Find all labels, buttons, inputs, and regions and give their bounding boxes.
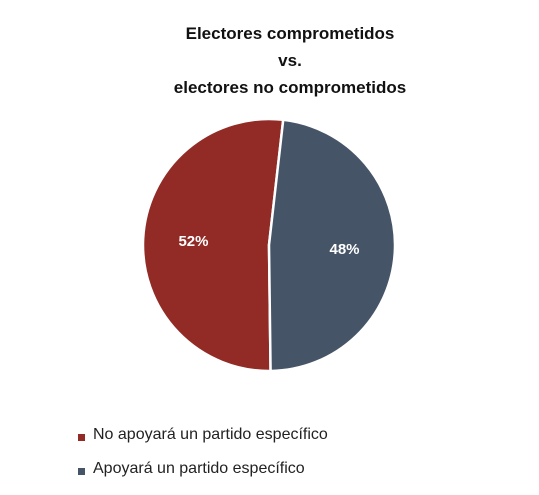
legend-swatch-no-apoyara — [78, 434, 85, 441]
chart-legend: No apoyará un partido específico Apoyará… — [78, 418, 328, 486]
legend-item-apoyara: Apoyará un partido específico — [78, 452, 328, 486]
legend-swatch-apoyara — [78, 468, 85, 475]
legend-label-apoyara: Apoyará un partido específico — [93, 460, 305, 477]
legend-item-no-apoyara: No apoyará un partido específico — [78, 418, 328, 452]
pie-slice-0 — [141, 117, 285, 373]
chart-title-line-2: vs. — [278, 51, 302, 70]
chart-title-line-3: electores no comprometidos — [173, 78, 407, 97]
legend-label-no-apoyara: No apoyará un partido específico — [93, 426, 328, 443]
chart-title: Electores comprometidos vs. electores no… — [160, 20, 420, 101]
pie-slice-1 — [267, 118, 397, 373]
chart-title-line-1: Electores comprometidos — [185, 24, 395, 43]
pie-slice-label-0: 52% — [178, 233, 208, 250]
pie-slice-label-1: 48% — [329, 241, 359, 258]
